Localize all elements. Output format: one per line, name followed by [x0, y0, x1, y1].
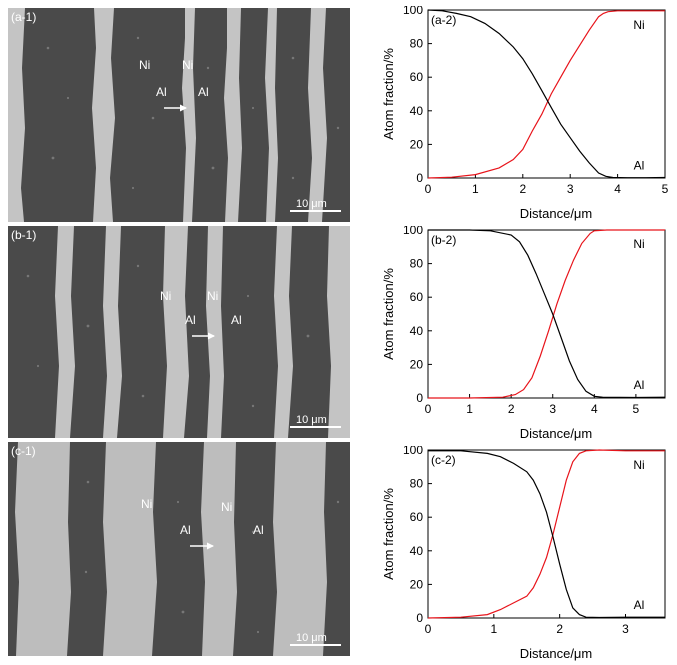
y-tick-label: 100 — [403, 6, 423, 17]
ni-curve — [427, 449, 665, 619]
y-tick-label: 60 — [410, 70, 424, 84]
scale-bar-label: 10 μm — [296, 632, 327, 644]
x-tick-label: 0 — [425, 402, 432, 416]
y-tick-label: 20 — [410, 357, 424, 371]
x-tick-label: 1 — [466, 402, 473, 416]
micrograph-tag: (c-1) — [11, 444, 36, 458]
ni-label: Ni — [182, 58, 193, 72]
x-tick-label: 2 — [556, 622, 563, 636]
y-tick-label: 20 — [410, 137, 424, 151]
ni-series-label: Ni — [633, 237, 644, 251]
ni-bands — [55, 226, 350, 438]
ni-curve — [428, 229, 665, 399]
ni-label: Ni — [207, 289, 218, 303]
y-tick-label: 100 — [403, 446, 423, 457]
chart-b2: (b-2) Distance/μm Atom fraction/% 0 1 2 3 4 5… — [381, 226, 666, 441]
al-series-label: Al — [634, 158, 645, 172]
y-tick-label: 100 — [403, 226, 423, 237]
y-axis-label: Atom fraction/% — [381, 488, 396, 580]
ni-curve — [427, 10, 665, 179]
al-curve — [428, 229, 666, 399]
ni-bands — [8, 8, 327, 222]
x-tick-label: 1 — [490, 622, 497, 636]
scale-bar-label: 10 μm — [296, 414, 327, 426]
micrograph-speckle — [26, 264, 310, 408]
profile-arrow-icon — [164, 104, 187, 112]
x-axis-label: Distance/μm — [520, 206, 593, 221]
al-label: Al — [180, 523, 191, 537]
chart-tag: (b-2) — [431, 233, 456, 247]
y-axis-label: Atom fraction/% — [381, 48, 396, 140]
al-label: Al — [198, 85, 209, 99]
chart-c2: (c-2) Distance/μm Atom fraction/% 0 1 2 3 0 2… — [381, 446, 666, 661]
x-tick-label: 0 — [425, 622, 432, 636]
x-tick-label: 0 — [425, 182, 432, 196]
al-curve — [428, 450, 665, 619]
al-series-label: Al — [634, 598, 645, 612]
x-tick-label: 5 — [633, 402, 640, 416]
al-label: Al — [231, 313, 242, 327]
y-tick-label: 80 — [410, 37, 424, 51]
ni-label: Ni — [221, 500, 232, 514]
plot-frame — [427, 449, 666, 619]
x-tick-label: 5 — [662, 182, 669, 196]
ni-series-label: Ni — [633, 458, 644, 472]
profile-arrow-icon — [192, 332, 215, 340]
x-tick-label: 4 — [591, 402, 598, 416]
ni-label: Ni — [141, 497, 152, 511]
y-tick-label: 60 — [410, 510, 424, 524]
al-label: Al — [156, 85, 167, 99]
y-tick-label: 0 — [416, 171, 423, 185]
micrograph-background — [8, 8, 350, 222]
y-axis-label: Atom fraction/% — [381, 268, 396, 360]
chart-tag: (c-2) — [431, 453, 456, 467]
y-tick-label: 0 — [416, 611, 423, 625]
x-tick-label: 1 — [472, 182, 479, 196]
micrograph-c1: (c-1) Ni Ni Al Al 10 μm — [8, 442, 350, 656]
micrograph-tag: (a-1) — [11, 10, 36, 24]
chart-a2: (a-2) Distance/μm Atom fraction/% 0 1 2 3 4 5… — [381, 6, 669, 221]
micrograph-speckle — [46, 36, 340, 190]
micrograph-b1: (b-1) Ni Ni Al Al 10 μm — [8, 226, 350, 438]
x-tick-label: 3 — [567, 182, 574, 196]
x-axis-label: Distance/μm — [520, 426, 593, 441]
y-tick-label: 40 — [410, 324, 424, 338]
x-tick-label: 3 — [549, 402, 556, 416]
ni-label: Ni — [139, 58, 150, 72]
micrograph-speckle — [84, 480, 340, 634]
x-axis-label: Distance/μm — [520, 646, 593, 661]
x-tick-label: 4 — [614, 182, 621, 196]
y-tick-label: 80 — [410, 257, 424, 271]
al-curve — [427, 9, 666, 179]
chart-tag: (a-2) — [431, 13, 456, 27]
micrograph-tag: (b-1) — [11, 228, 36, 242]
x-tick-label: 3 — [622, 622, 629, 636]
y-tick-label: 20 — [410, 577, 424, 591]
ni-bands — [15, 442, 327, 656]
ni-label: Ni — [160, 289, 171, 303]
y-tick-label: 40 — [410, 104, 424, 118]
micrograph-a1: (a-1) Ni Ni Al Al 10 μm — [8, 8, 350, 222]
ni-series-label: Ni — [633, 18, 644, 32]
y-tick-label: 80 — [410, 477, 424, 491]
profile-arrow-icon — [190, 542, 214, 550]
al-label: Al — [185, 313, 196, 327]
x-tick-label: 2 — [519, 182, 526, 196]
y-tick-label: 60 — [410, 290, 424, 304]
y-tick-label: 40 — [410, 544, 424, 558]
scale-bar-label: 10 μm — [296, 198, 327, 210]
y-tick-label: 0 — [416, 391, 423, 405]
plot-frame — [427, 9, 666, 179]
plot-frame — [427, 229, 666, 399]
al-series-label: Al — [634, 378, 645, 392]
x-tick-label: 2 — [508, 402, 515, 416]
al-label: Al — [253, 523, 264, 537]
